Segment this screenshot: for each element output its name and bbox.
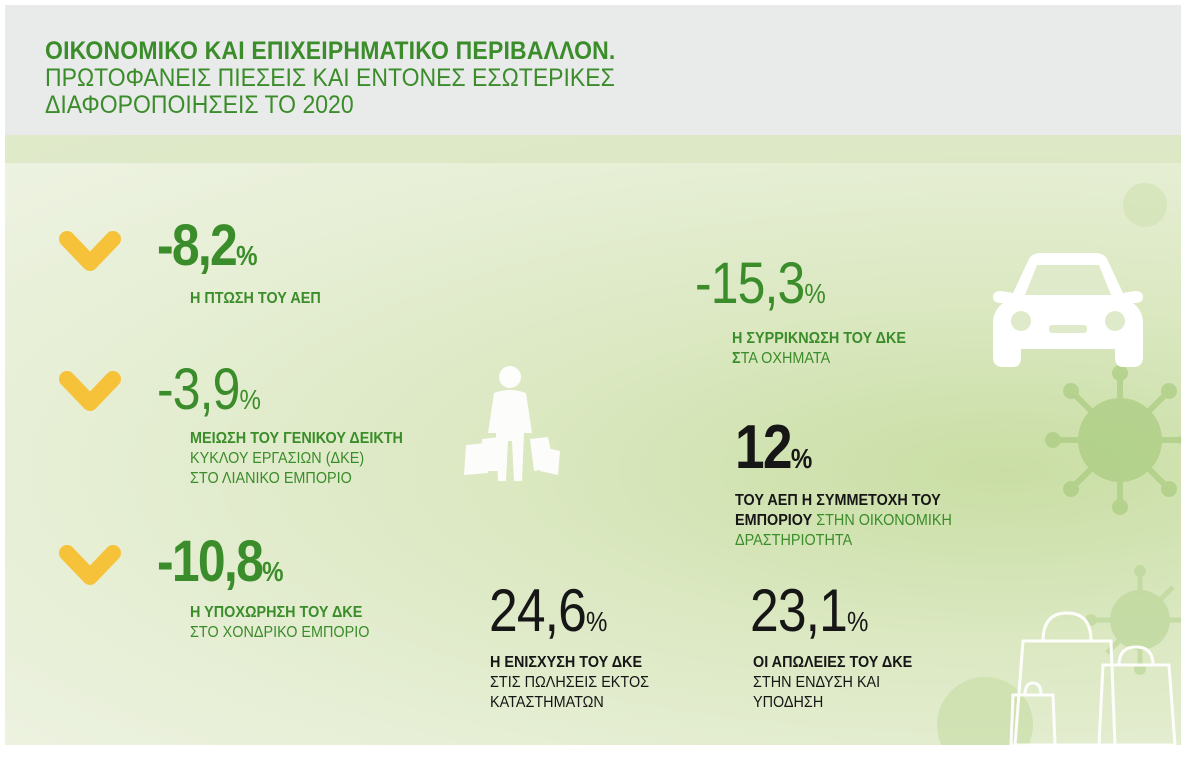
wholesale-value: -10,8%	[157, 529, 284, 594]
virus-icon	[1045, 365, 1181, 515]
retail-index-value: -3,9%	[157, 357, 261, 422]
virus-icon	[1115, 175, 1175, 235]
vehicles-value: -15,3%	[695, 251, 826, 316]
chevron-down-icon	[57, 543, 123, 596]
chevron-down-icon	[57, 229, 123, 282]
wholesale-label: Η ΥΠΟΧΩΡΗΣΗ ΤΟΥ ΔΚΕ ΣΤΟ ΧΟΝΔΡΙΚΟ ΕΜΠΟΡΙΟ	[190, 604, 370, 641]
header: ΟΙΚΟΝΟΜΙΚΟ ΚΑΙ ΕΠΙΧΕΙΡΗΜΑΤΙΚΟ ΠΕΡΙΒΑΛΛΟΝ…	[5, 5, 1181, 135]
retail-index-label: ΜΕΙΩΣΗ ΤΟΥ ΓΕΝΙΚΟΥ ΔΕΙΚΤΗ ΚΥΚΛΟΥ ΕΡΓΑΣΙΩ…	[190, 430, 403, 487]
chevron-down-icon	[57, 369, 123, 422]
clothing-label: ΟΙ ΑΠΩΛΕΙΕΣ ΤΟΥ ΔΚΕ ΣΤΗΝ ΕΝΔΥΣΗ ΚΑΙ ΥΠΟΔ…	[753, 654, 913, 711]
clothing-value: 23,1%	[750, 577, 869, 644]
virus-icon	[915, 655, 1055, 745]
commerce-share-value: 12%	[735, 413, 813, 482]
shopping-bags-icon	[1003, 605, 1181, 745]
stats-panel: -8,2% Η ΠΤΩΣΗ ΤΟΥ ΑΕΠ -3,9% ΜΕΙΩΣΗ ΤΟΥ Γ…	[5, 135, 1181, 745]
outside-stores-value: 24,6%	[489, 577, 608, 644]
car-icon	[983, 245, 1153, 375]
commerce-share-label: ΤΟΥ ΑΕΠ Η ΣΥΜΜΕΤΟΧΗ ΤΟΥ ΕΜΠΟΡΙΟΥ ΣΤΗΝ ΟΙ…	[735, 492, 952, 549]
gdp-drop-value: -8,2%	[157, 213, 258, 278]
page-subtitle: ΠΡΩΤΟΦΑΝΕΙΣ ΠΙΕΣΕΙΣ ΚΑΙ ΕΝΤΟΝΕΣ ΕΣΩΤΕΡΙΚ…	[45, 64, 615, 119]
shopper-icon	[460, 363, 570, 493]
vehicles-label: Η ΣΥΡΡΙΚΝΩΣΗ ΤΟΥ ΔΚΕ ΣΤΑ ΟΧΗΜΑΤΑ	[732, 330, 907, 367]
outside-stores-label: Η ΕΝΙΣΧΥΣΗ ΤΟΥ ΔΚΕ ΣΤΙΣ ΠΩΛΗΣΕΙΣ ΕΚΤΟΣ Κ…	[490, 654, 650, 711]
panel-band	[5, 135, 1181, 163]
page-title: ΟΙΚΟΝΟΜΙΚΟ ΚΑΙ ΕΠΙΧΕΙΡΗΜΑΤΙΚΟ ΠΕΡΙΒΑΛΛΟΝ…	[45, 37, 616, 65]
infographic: ΟΙΚΟΝΟΜΙΚΟ ΚΑΙ ΕΠΙΧΕΙΡΗΜΑΤΙΚΟ ΠΕΡΙΒΑΛΛΟΝ…	[5, 5, 1181, 745]
gdp-drop-label: Η ΠΤΩΣΗ ΤΟΥ ΑΕΠ	[190, 290, 321, 307]
